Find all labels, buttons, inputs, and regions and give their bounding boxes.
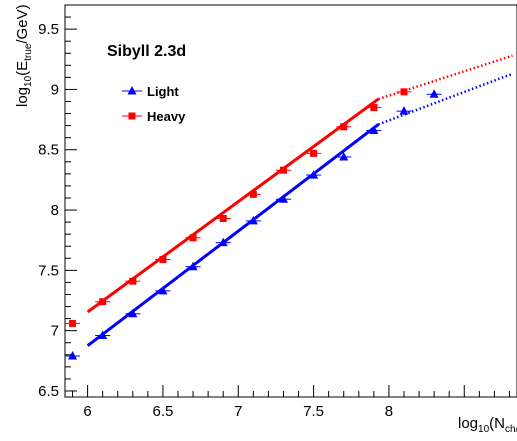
y-axis-title-sub2: true bbox=[23, 43, 34, 61]
data-points bbox=[65, 88, 442, 360]
y-axis-title-main: log bbox=[14, 87, 31, 107]
x-axis-title-sub1: 10 bbox=[478, 424, 490, 435]
point-light bbox=[188, 261, 198, 271]
x-tick-label: 6 bbox=[83, 403, 91, 420]
x-axis-title-sub2: ch/… bbox=[505, 424, 517, 435]
legend-symbol-heavy bbox=[128, 112, 136, 120]
x-axis-title-main: log bbox=[458, 415, 478, 432]
chart-title: Sibyll 2.3d bbox=[107, 43, 186, 60]
point-light bbox=[278, 194, 288, 203]
point-heavy bbox=[69, 319, 77, 327]
x-tick-label: 7.5 bbox=[303, 403, 324, 420]
x-tick-label: 6.5 bbox=[153, 403, 174, 420]
point-heavy bbox=[340, 123, 348, 131]
point-light bbox=[369, 125, 379, 134]
y-axis-title-mid: (E bbox=[14, 61, 31, 76]
y-axis-title: log10(Etrue/GeV) bbox=[14, 4, 34, 107]
point-heavy bbox=[249, 190, 257, 198]
y-tick-label: 7 bbox=[51, 323, 59, 340]
y-tick-label: 6.5 bbox=[38, 383, 59, 400]
y-tick-label: 9 bbox=[51, 81, 59, 98]
point-heavy bbox=[129, 277, 137, 285]
x-tick-label: 7 bbox=[234, 403, 242, 420]
y-tick-label: 8.5 bbox=[38, 142, 59, 159]
y-tick-labels: 6.5 7 7.5 8 8.5 9 9.5 bbox=[38, 21, 59, 400]
fit-extrapolation-light bbox=[377, 72, 513, 126]
legend: Light Heavy bbox=[122, 84, 186, 124]
x-axis-title-mid: (N bbox=[489, 415, 505, 432]
point-light bbox=[339, 151, 349, 161]
fit-line-light bbox=[86, 123, 380, 347]
x-axis-title: log10(Nch/…) bbox=[458, 415, 517, 435]
fit-line-heavy bbox=[86, 97, 380, 314]
point-heavy bbox=[310, 149, 318, 157]
y-axis-title-end: /GeV) bbox=[14, 4, 31, 43]
y-tick-label: 9.5 bbox=[38, 21, 59, 38]
point-heavy bbox=[159, 255, 167, 263]
y-tick-label: 8 bbox=[51, 202, 59, 219]
point-light bbox=[399, 106, 409, 115]
point-heavy bbox=[189, 234, 197, 242]
point-light bbox=[68, 350, 78, 360]
point-light bbox=[248, 215, 258, 225]
plot-frame bbox=[64, 4, 517, 398]
point-heavy bbox=[279, 166, 287, 174]
point-light bbox=[429, 89, 439, 98]
point-light bbox=[128, 308, 138, 318]
legend-symbol-light bbox=[127, 86, 137, 95]
point-light bbox=[309, 170, 319, 179]
point-heavy bbox=[400, 88, 408, 96]
fit-lines bbox=[86, 54, 513, 347]
point-light bbox=[158, 285, 168, 295]
legend-marker-heavy bbox=[122, 112, 142, 120]
legend-label-heavy: Heavy bbox=[147, 109, 186, 124]
legend-label-light: Light bbox=[147, 84, 179, 99]
point-light bbox=[218, 237, 228, 247]
point-heavy bbox=[219, 214, 227, 222]
x-tick-label: 8 bbox=[385, 403, 393, 420]
axis-ticks bbox=[65, 4, 510, 397]
y-tick-label: 7.5 bbox=[38, 262, 59, 279]
point-heavy bbox=[99, 298, 107, 306]
legend-marker-light bbox=[122, 86, 142, 95]
point-heavy bbox=[370, 104, 378, 112]
fit-extrapolation-heavy bbox=[378, 54, 513, 101]
x-tick-labels: 6 6.5 7 7.5 8 bbox=[83, 403, 393, 420]
point-light bbox=[98, 330, 108, 339]
y-axis-title-sub1: 10 bbox=[23, 75, 34, 87]
